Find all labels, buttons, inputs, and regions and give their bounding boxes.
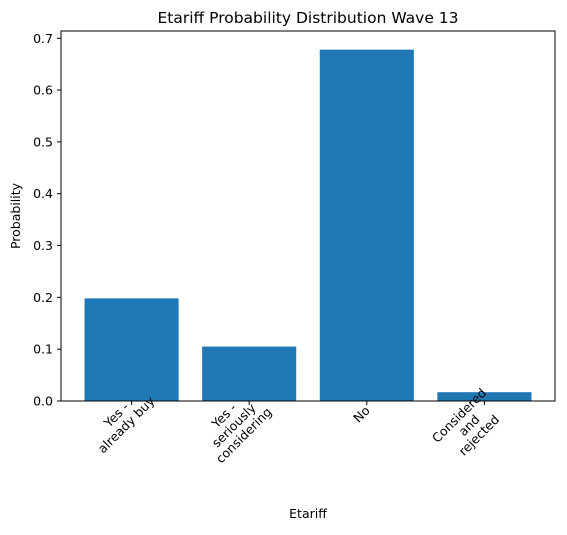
y-axis-ticks: 0.0 0.1 0.2 0.3 0.4 0.5 0.6 0.7 [33,31,61,409]
x-axis-label: Etariff [289,506,327,521]
bar-0 [85,298,179,401]
chart-title: Etariff Probability Distribution Wave 13 [157,9,458,27]
y-tick-label-3: 0.3 [33,238,53,253]
bars-group [85,50,532,401]
bar-1 [202,347,296,401]
x-tick-label-2-line-0: No [350,403,373,426]
y-tick-label-5: 0.5 [33,134,53,149]
y-tick-label-1: 0.1 [33,342,53,357]
y-tick-label-2: 0.2 [33,290,53,305]
y-axis-label: Probability [8,182,23,249]
x-tick-label-0-line-1: already buy [95,393,158,456]
y-tick-label-7: 0.7 [33,31,53,46]
y-tick-label-6: 0.6 [33,83,53,98]
bar-2 [320,50,414,401]
y-tick-label-4: 0.4 [33,186,53,201]
x-tick-label-2: No [350,403,373,426]
y-tick-label-0: 0.0 [33,394,53,409]
